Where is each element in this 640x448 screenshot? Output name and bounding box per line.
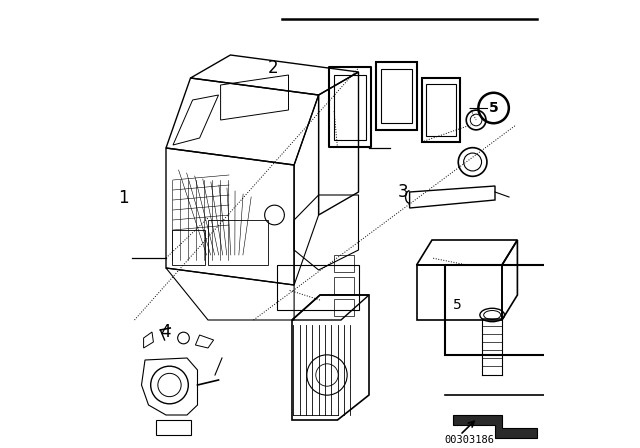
Text: 1: 1 bbox=[118, 189, 129, 207]
Text: 2: 2 bbox=[268, 59, 278, 77]
Text: 4: 4 bbox=[160, 323, 171, 341]
Text: 5: 5 bbox=[453, 298, 461, 312]
Bar bbox=[445, 265, 548, 355]
Text: 3: 3 bbox=[397, 183, 408, 201]
Text: 5: 5 bbox=[489, 101, 499, 115]
Polygon shape bbox=[453, 415, 537, 438]
Text: 00303186: 00303186 bbox=[444, 435, 494, 445]
